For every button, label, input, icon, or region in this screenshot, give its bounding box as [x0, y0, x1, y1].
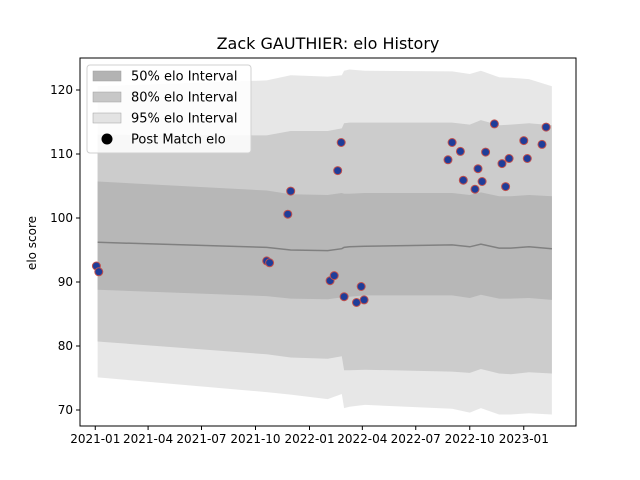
interval-bands [97, 69, 552, 415]
x-axis-ticks: 2021-01 2021-04 2021-07 2021-10 2022-01 2022-… [70, 426, 549, 446]
mean-line [97, 241, 552, 252]
x-tick-label-7: 2022-10 [445, 432, 495, 446]
post-match-point-22 [489, 119, 499, 129]
y-tick-label-1: 80 [58, 339, 73, 353]
legend-label-2: 95% elo Interval [131, 112, 238, 127]
legend-label-0: 50% elo Interval [131, 70, 238, 85]
legend-box [86, 64, 252, 154]
x-tick-label-1: 2021-04 [123, 432, 173, 446]
axes-border [79, 57, 577, 427]
y-tick-label-0: 70 [58, 403, 73, 417]
y-tick-label-5: 120 [50, 83, 73, 97]
post-match-point-20 [477, 177, 487, 186]
post-match-point-23 [497, 159, 507, 169]
legend-swatch-0 [92, 70, 122, 82]
post-match-point-26 [519, 136, 529, 146]
post-match-point-24 [501, 182, 511, 192]
post-match-points [91, 119, 551, 307]
post-match-point-14 [443, 155, 453, 165]
y-tick-label-2: 90 [58, 275, 73, 289]
post-match-point-3 [265, 258, 275, 268]
post-match-point-11 [352, 298, 361, 307]
chart-title: Zack GAUTHIER: elo History [217, 34, 440, 53]
post-match-point-18 [470, 184, 480, 194]
post-match-point-5 [286, 186, 296, 196]
post-match-point-28 [537, 139, 547, 149]
x-tick-label-0: 2021-01 [70, 432, 120, 446]
post-match-point-10 [339, 292, 349, 302]
axes-frame [79, 57, 577, 427]
post-match-point-21 [481, 147, 491, 157]
x-tick-label-8: 2023-01 [499, 432, 549, 446]
x-tick-label-5: 2022-04 [337, 432, 387, 446]
post-match-point-17 [458, 175, 468, 185]
x-tick-label-2: 2021-07 [176, 432, 226, 446]
post-match-point-12 [356, 282, 366, 291]
y-axis-ticks: 70 80 90 100 110 120 [50, 83, 80, 417]
post-match-point-15 [447, 138, 457, 147]
post-match-point-13 [359, 295, 369, 305]
legend-swatch-2 [92, 112, 122, 124]
x-tick-label-4: 2022-01 [284, 432, 334, 446]
post-match-point-27 [522, 154, 532, 163]
post-match-point-8 [333, 166, 343, 176]
legend: 50% elo Interval 80% elo Interval 95% elo … [86, 64, 252, 154]
x-tick-label-3: 2021-10 [230, 432, 280, 446]
mean-elo-line [97, 241, 552, 252]
legend-swatch-1 [92, 91, 122, 103]
legend-marker-3 [101, 133, 113, 145]
legend-label-3: Post Match elo [131, 133, 226, 148]
y-axis-label: elo score [25, 216, 39, 270]
band-50 [97, 181, 552, 300]
post-match-point-19 [473, 164, 483, 174]
post-match-point-16 [455, 146, 465, 156]
plot-area [91, 69, 552, 415]
post-match-point-4 [283, 209, 293, 219]
post-match-point-25 [504, 154, 514, 163]
y-tick-label-4: 110 [50, 147, 73, 161]
post-match-point-29 [541, 122, 551, 132]
post-match-point-9 [336, 138, 346, 147]
post-match-point-7 [329, 271, 339, 281]
x-tick-label-6: 2022-07 [391, 432, 441, 446]
post-match-point-1 [94, 267, 104, 277]
legend-label-1: 80% elo Interval [131, 91, 238, 106]
y-tick-label-3: 100 [50, 211, 73, 225]
